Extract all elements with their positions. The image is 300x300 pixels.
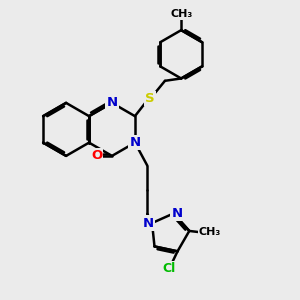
Text: CH₃: CH₃: [199, 227, 221, 237]
Text: N: N: [143, 217, 154, 230]
Text: Cl: Cl: [162, 262, 175, 275]
Text: N: N: [172, 207, 183, 220]
Text: S: S: [145, 92, 154, 105]
Text: N: N: [129, 136, 140, 149]
Text: N: N: [106, 96, 118, 110]
Text: O: O: [91, 149, 102, 162]
Text: CH₃: CH₃: [170, 9, 192, 19]
